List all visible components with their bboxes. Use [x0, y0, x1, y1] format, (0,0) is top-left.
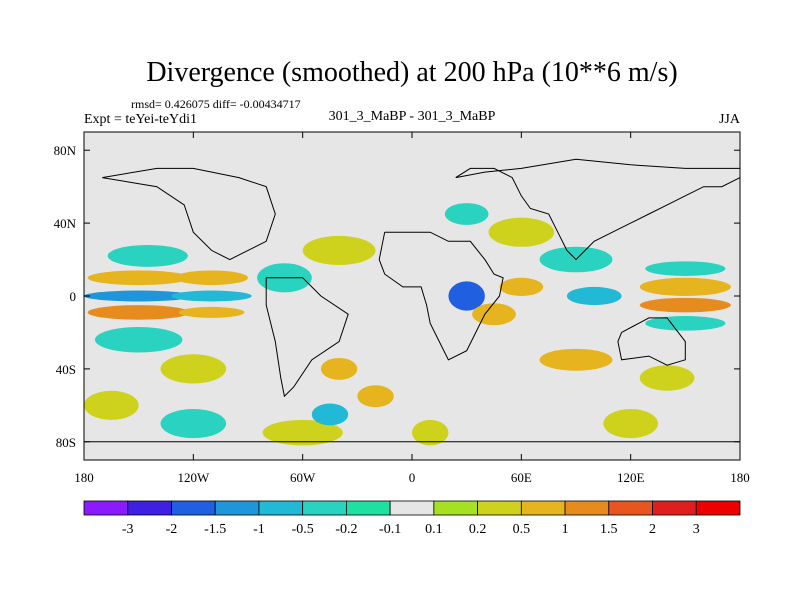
colorbar-label: -1 — [253, 522, 265, 537]
divergence-field — [84, 203, 731, 446]
colorbar-swatch — [83, 500, 129, 516]
colorbar-label: 3 — [693, 522, 700, 537]
divergence-region — [539, 348, 613, 371]
stats-text: rmsd= 0.426075 diff= -0.00434717 — [131, 97, 301, 111]
y-tick-label: 40S — [56, 362, 76, 377]
colorbar-label: -0.2 — [335, 522, 357, 537]
divergence-region — [472, 303, 516, 326]
y-tick-label: 0 — [70, 289, 77, 304]
colorbar-label: -1.5 — [204, 522, 226, 537]
divergence-region — [262, 419, 343, 446]
divergence-region — [645, 261, 726, 276]
comparison-label: 301_3_MaBP - 301_3_MaBP — [329, 109, 496, 124]
divergence-region — [566, 286, 622, 306]
colorbar-swatch — [433, 500, 479, 516]
divergence-region — [645, 316, 726, 331]
colorbar-swatch — [258, 500, 304, 516]
colorbar-label: 0.1 — [425, 522, 443, 537]
colorbar-swatch — [302, 500, 347, 516]
divergence-region — [94, 326, 183, 353]
divergence-region — [357, 385, 394, 408]
divergence-region — [311, 403, 349, 426]
colorbar-label: 1.5 — [600, 522, 618, 537]
divergence-region — [84, 390, 139, 420]
colorbar-label: 1 — [562, 522, 569, 537]
x-axis: 180 120W 60W 0 60E 120E 180 — [74, 132, 750, 485]
divergence-region — [448, 281, 485, 311]
x-tick-label: 60E — [511, 470, 532, 485]
x-tick-label: 180 — [730, 470, 750, 485]
colorbar-swatch — [171, 500, 216, 516]
season-label: JJA — [719, 112, 741, 127]
colorbar-label: -0.5 — [292, 522, 314, 537]
plot-area — [83, 131, 741, 461]
coastline-south-america-outline — [265, 277, 349, 398]
colorbar-label: -0.1 — [379, 522, 401, 537]
divergence-region — [603, 408, 659, 439]
chart-title: Divergence (smoothed) at 200 hPa (10**6 … — [146, 57, 677, 88]
divergence-region — [175, 270, 248, 286]
colorbar — [83, 500, 741, 516]
colorbar-swatch — [389, 500, 435, 516]
divergence-region — [320, 357, 358, 380]
coastline-africa-outline — [378, 231, 504, 361]
coastlines — [84, 158, 740, 443]
divergence-region — [160, 354, 227, 384]
y-tick-label: 80S — [56, 435, 76, 450]
divergence-region — [160, 408, 227, 439]
divergence-region — [499, 277, 544, 296]
colorbar-swatch — [608, 500, 653, 516]
colorbar-swatch — [127, 500, 172, 516]
colorbar-swatch — [695, 500, 741, 516]
colorbar-label: 0.2 — [469, 522, 487, 537]
colorbar-swatch — [345, 500, 391, 516]
divergence-region — [444, 203, 489, 225]
colorbar-label: -2 — [166, 522, 178, 537]
colorbar-label: 2 — [649, 522, 656, 537]
divergence-region — [639, 365, 695, 391]
divergence-region — [639, 297, 731, 313]
y-axis: 80N 40N 0 40S 80S — [54, 143, 740, 450]
divergence-region — [488, 217, 555, 247]
divergence-region — [302, 235, 376, 266]
divergence-region — [87, 270, 190, 286]
divergence-region — [171, 290, 252, 302]
x-tick-label: 180 — [74, 470, 94, 485]
divergence-region — [412, 419, 449, 446]
colorbar-label: -3 — [122, 522, 134, 537]
colorbar-swatch — [214, 500, 260, 516]
x-tick-label: 120E — [617, 470, 645, 485]
coastline-australia-outline — [617, 317, 686, 366]
colorbar-swatch — [564, 500, 610, 516]
colorbar-swatch — [477, 500, 522, 516]
colorbar-swatch — [652, 500, 697, 516]
y-tick-label: 40N — [54, 216, 77, 231]
coastline-eurasia-africa-outline — [455, 158, 740, 261]
colorbar-label: 0.5 — [513, 522, 531, 537]
divergence-region — [178, 306, 245, 318]
divergence-region — [84, 290, 194, 302]
x-tick-label: 120W — [177, 470, 210, 485]
x-tick-label: 60W — [290, 470, 316, 485]
y-tick-label: 80N — [54, 143, 77, 158]
divergence-region — [107, 244, 188, 267]
divergence-region — [87, 305, 190, 320]
colorbar-labels: -3 -2 -1.5 -1 -0.5 -0.2 -0.1 0.1 0.2 0.5 1 1.5 2 3 — [122, 522, 700, 537]
coastline-north-america-outline — [102, 167, 276, 261]
x-tick-label: 0 — [409, 470, 416, 485]
divergence-region — [639, 277, 731, 296]
colorbar-swatch — [520, 500, 566, 516]
experiment-label: Expt = teYei-teYdi1 — [84, 112, 197, 127]
